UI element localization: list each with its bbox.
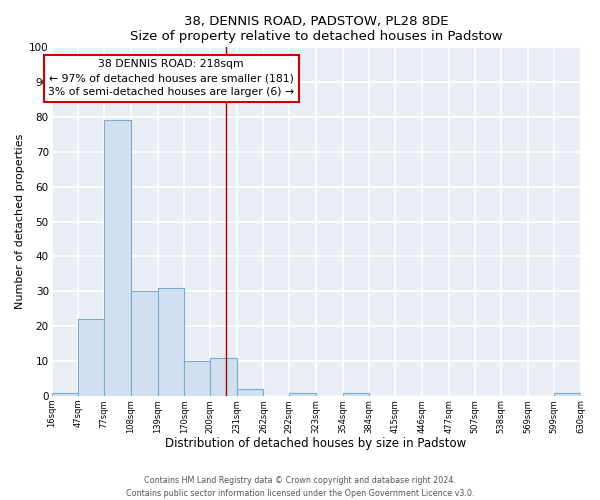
X-axis label: Distribution of detached houses by size in Padstow: Distribution of detached houses by size … (166, 437, 467, 450)
Bar (343, 392, 368, 396)
Bar (554, 392, 581, 396)
Bar (78, 320, 104, 396)
Bar (52, 392, 78, 396)
Title: 38, DENNIS ROAD, PADSTOW, PL28 8DE
Size of property relative to detached houses : 38, DENNIS ROAD, PADSTOW, PL28 8DE Size … (130, 15, 502, 43)
Bar (184, 362, 210, 396)
Text: 38 DENNIS ROAD: 218sqm
← 97% of detached houses are smaller (181)
3% of semi-det: 38 DENNIS ROAD: 218sqm ← 97% of detached… (48, 59, 295, 97)
Bar (210, 358, 237, 396)
Bar (104, 120, 131, 396)
Bar (289, 392, 316, 396)
Bar (237, 389, 263, 396)
Y-axis label: Number of detached properties: Number of detached properties (15, 134, 25, 309)
Bar (131, 292, 158, 396)
Bar (158, 288, 184, 396)
Text: Contains HM Land Registry data © Crown copyright and database right 2024.
Contai: Contains HM Land Registry data © Crown c… (126, 476, 474, 498)
